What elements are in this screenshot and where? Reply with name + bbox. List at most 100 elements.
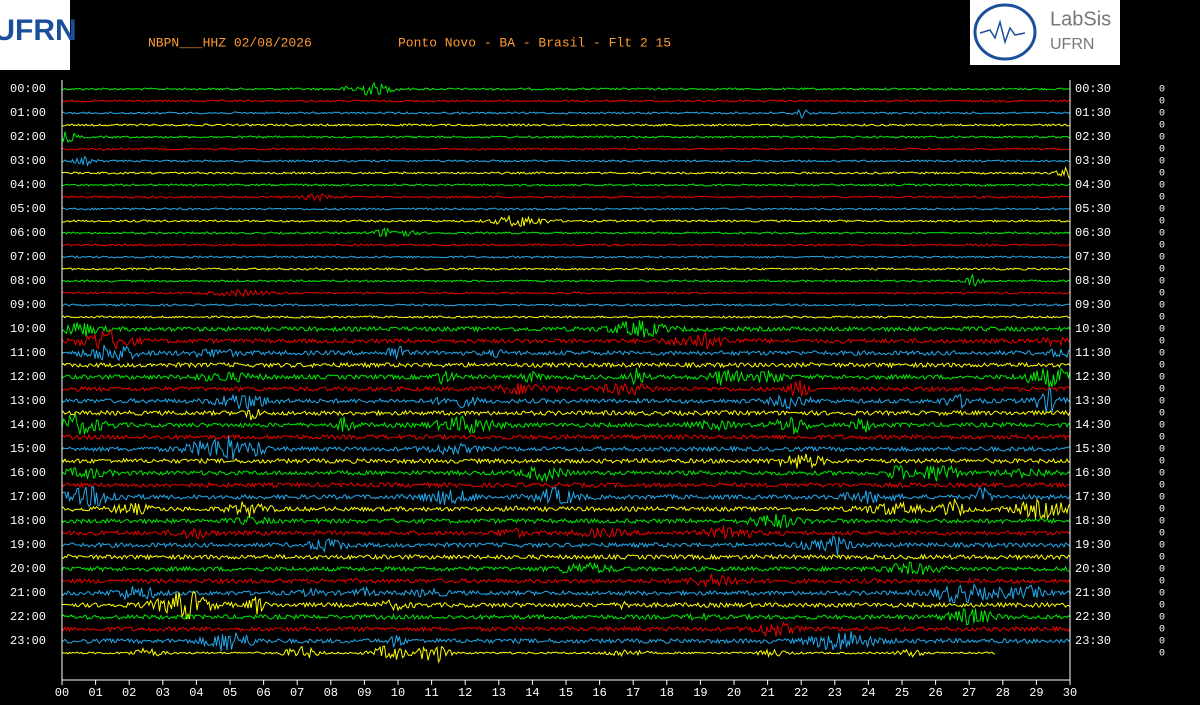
seismic-trace xyxy=(61,123,1070,127)
x-tick-label: 30 xyxy=(1063,686,1077,700)
time-label-right: 05:30 xyxy=(1075,202,1111,216)
seismic-trace xyxy=(61,329,1070,351)
seismic-trace xyxy=(61,227,1071,238)
x-tick-label: 11 xyxy=(424,686,438,700)
seismic-trace xyxy=(61,573,1071,588)
time-label-left: 11:00 xyxy=(10,346,46,360)
row-marker: 0 xyxy=(1159,625,1165,636)
logo-ring xyxy=(973,3,1037,61)
time-label-right: 03:30 xyxy=(1075,154,1111,168)
row-marker: 0 xyxy=(1159,469,1165,480)
time-label-right: 09:30 xyxy=(1075,298,1111,312)
row-marker: 0 xyxy=(1159,589,1165,600)
x-tick-label: 09 xyxy=(357,686,371,700)
seismic-trace xyxy=(61,108,1071,120)
seismic-trace xyxy=(61,344,1071,362)
time-label-left: 05:00 xyxy=(10,202,46,216)
seismic-trace xyxy=(61,193,1071,203)
row-marker: 0 xyxy=(1159,421,1165,432)
time-label-right: 15:30 xyxy=(1075,442,1111,456)
seismic-trace xyxy=(61,155,1071,167)
seismic-trace xyxy=(61,409,1071,421)
time-label-left: 00:00 xyxy=(10,82,46,96)
row-marker: 0 xyxy=(1159,301,1165,312)
time-label-right: 00:30 xyxy=(1075,82,1111,96)
seismic-trace xyxy=(61,288,1070,298)
time-label-left: 13:00 xyxy=(10,394,46,408)
time-label-left: 03:00 xyxy=(10,154,46,168)
seismic-trace xyxy=(61,81,1071,96)
time-label-left: 04:00 xyxy=(10,178,46,192)
x-tick-label: 01 xyxy=(88,686,102,700)
x-tick-label: 29 xyxy=(1029,686,1043,700)
seismic-trace xyxy=(61,315,1071,319)
time-label-left: 07:00 xyxy=(10,250,46,264)
seismic-trace xyxy=(61,207,1071,211)
row-marker: 0 xyxy=(1159,409,1165,420)
seismic-trace xyxy=(61,561,1070,575)
time-label-left: 20:00 xyxy=(10,562,46,576)
row-marker: 0 xyxy=(1159,337,1165,348)
time-label-right: 10:30 xyxy=(1075,322,1111,336)
logo-right-org: UFRN xyxy=(1050,36,1094,53)
time-label-left: 23:00 xyxy=(10,634,46,648)
x-tick-label: 17 xyxy=(626,686,640,700)
x-tick-label: 00 xyxy=(55,686,69,700)
row-marker: 0 xyxy=(1159,97,1165,108)
time-label-right: 16:30 xyxy=(1075,466,1111,480)
time-label-right: 08:30 xyxy=(1075,274,1111,288)
x-tick-label: 28 xyxy=(996,686,1010,700)
row-marker: 0 xyxy=(1159,637,1165,648)
row-marker: 0 xyxy=(1159,325,1165,336)
seismic-trace xyxy=(61,147,1071,151)
row-marker: 0 xyxy=(1159,289,1165,300)
x-tick-label: 02 xyxy=(122,686,136,700)
row-marker: 0 xyxy=(1159,109,1165,120)
row-marker: 0 xyxy=(1159,385,1165,396)
time-label-right: 22:30 xyxy=(1075,610,1111,624)
time-label-right: 06:30 xyxy=(1075,226,1111,240)
logo-wave xyxy=(979,19,1026,45)
row-marker: 0 xyxy=(1159,157,1165,168)
time-label-right: 01:30 xyxy=(1075,106,1111,120)
seismic-trace xyxy=(62,214,1071,228)
seismic-trace xyxy=(61,464,1071,483)
row-marker: 0 xyxy=(1159,457,1165,468)
x-tick-label: 12 xyxy=(458,686,472,700)
x-tick-label: 16 xyxy=(592,686,606,700)
seismic-trace xyxy=(61,131,1071,144)
time-label-right: 19:30 xyxy=(1075,538,1111,552)
location-title: Ponto Novo - BA - Brasil - Flt 2 15 xyxy=(398,35,671,50)
x-tick-label: 13 xyxy=(492,686,506,700)
station-title: NBPN___HHZ 02/08/2026 xyxy=(148,35,312,50)
seismic-trace xyxy=(61,525,1071,541)
logo-left: UFRN xyxy=(0,14,77,47)
seismic-trace xyxy=(61,621,1071,638)
time-label-left: 01:00 xyxy=(10,106,46,120)
row-marker: 0 xyxy=(1159,565,1165,576)
seismic-trace xyxy=(61,553,1071,561)
seismic-trace xyxy=(61,388,1071,414)
seismic-trace xyxy=(61,433,1071,441)
time-label-right: 21:30 xyxy=(1075,586,1111,600)
row-marker: 0 xyxy=(1159,145,1165,156)
row-marker: 0 xyxy=(1159,193,1165,204)
x-tick-label: 24 xyxy=(861,686,875,700)
time-label-right: 04:30 xyxy=(1075,178,1111,192)
row-marker: 0 xyxy=(1159,373,1165,384)
time-label-right: 20:30 xyxy=(1075,562,1111,576)
time-label-right: 11:30 xyxy=(1075,346,1111,360)
x-tick-label: 14 xyxy=(525,686,539,700)
row-marker: 0 xyxy=(1159,649,1165,660)
time-label-left: 12:00 xyxy=(10,370,46,384)
seismic-trace xyxy=(61,453,1071,469)
time-label-right: 18:30 xyxy=(1075,514,1111,528)
x-tick-label: 20 xyxy=(727,686,741,700)
row-marker: 0 xyxy=(1159,553,1165,564)
seismic-trace xyxy=(61,412,1071,435)
x-tick-label: 26 xyxy=(928,686,942,700)
x-tick-label: 15 xyxy=(559,686,573,700)
x-tick-label: 21 xyxy=(760,686,774,700)
x-tick-label: 19 xyxy=(693,686,707,700)
